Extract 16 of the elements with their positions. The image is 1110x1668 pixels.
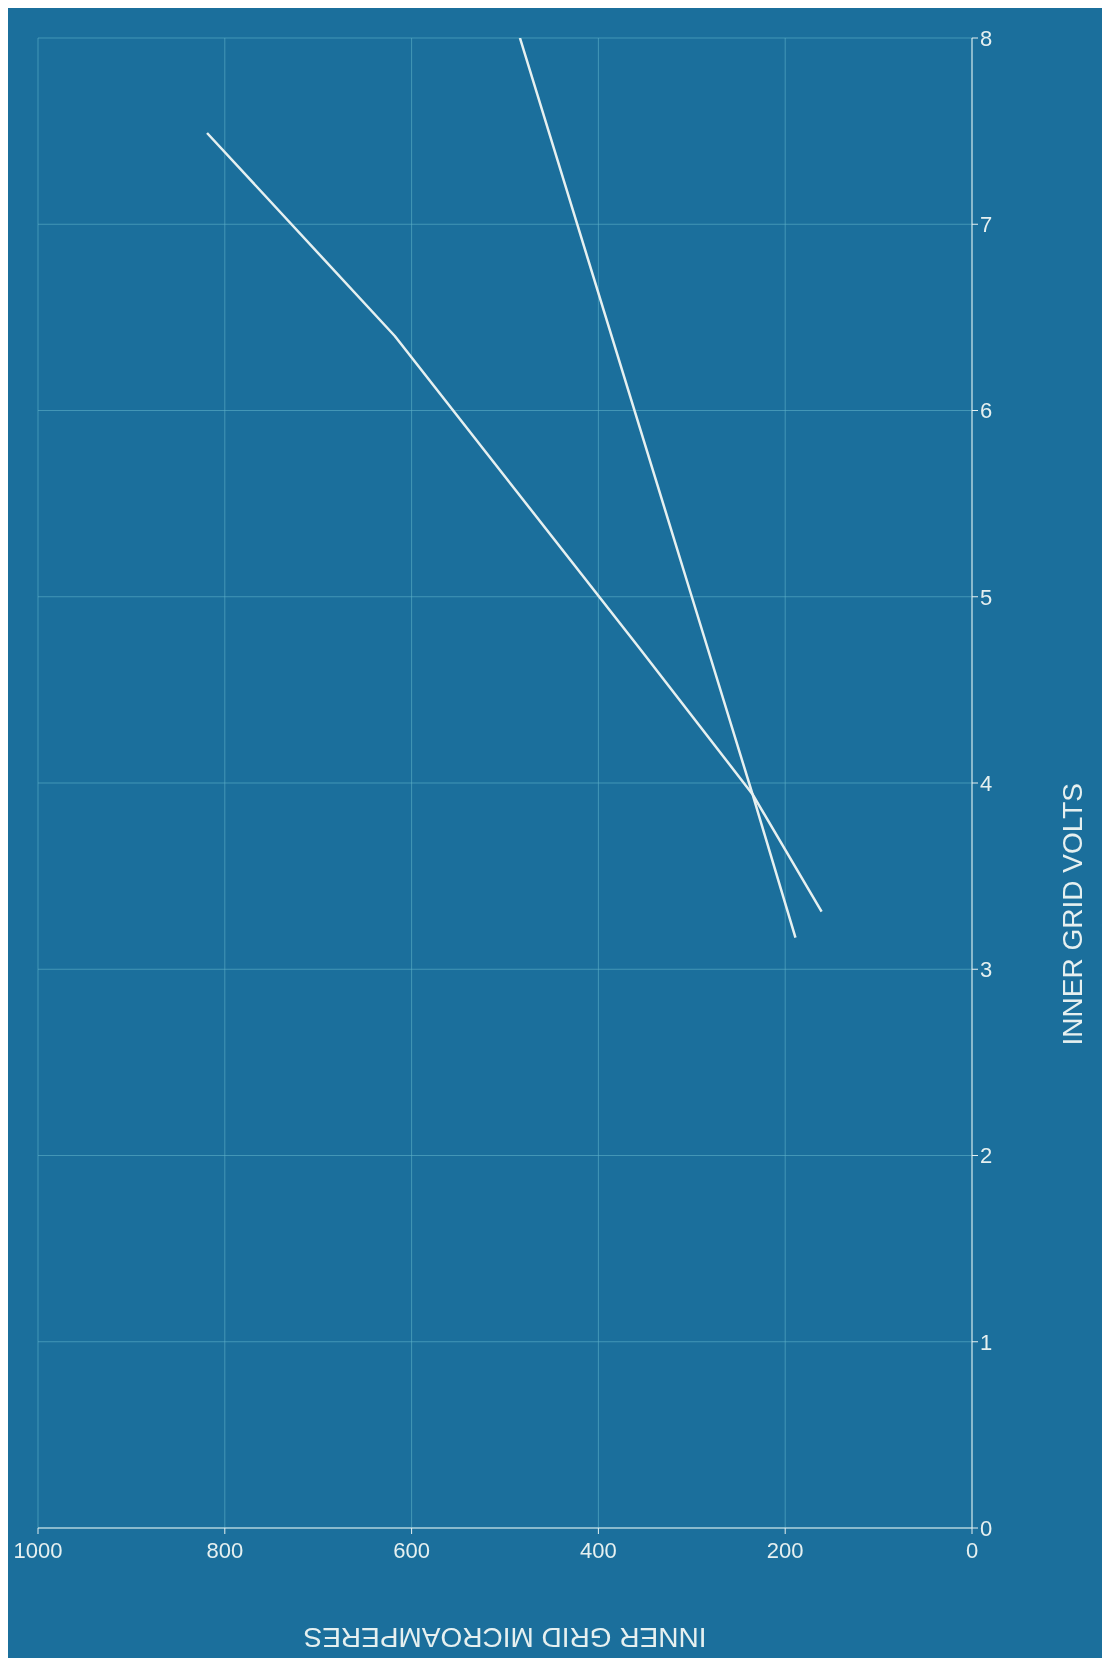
- x-tick-label: 400: [580, 1537, 617, 1563]
- y-tick-label: 2: [980, 1143, 993, 1169]
- x-tick-label: 600: [393, 1537, 430, 1563]
- x-tick-label: 1000: [13, 1537, 63, 1563]
- y-axis-title: INNER GRID VOLTS: [1056, 783, 1088, 1046]
- y-tick-label: 3: [980, 957, 993, 983]
- y-tick-label: 8: [980, 25, 993, 51]
- y-tick-label: 0: [980, 1515, 993, 1541]
- y-tick-label: 6: [980, 398, 993, 424]
- y-tick-label: 7: [980, 212, 993, 238]
- y-tick-label: 5: [980, 584, 993, 610]
- x-tick-label: 800: [206, 1537, 244, 1563]
- x-axis-title: INNER GRID MICROAMPERES: [303, 1622, 707, 1653]
- y-tick-label: 4: [980, 770, 993, 796]
- x-tick-label: 200: [766, 1537, 804, 1563]
- y-tick-label: 1: [980, 1329, 993, 1355]
